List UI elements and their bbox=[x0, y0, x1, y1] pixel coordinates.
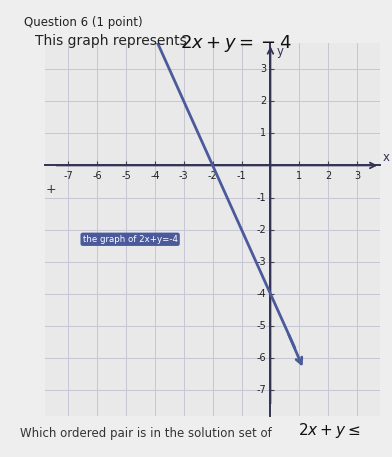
Text: -7: -7 bbox=[256, 385, 266, 395]
Text: -5: -5 bbox=[121, 171, 131, 181]
Text: -2: -2 bbox=[256, 225, 266, 234]
Text: the graph of 2x+y=-4: the graph of 2x+y=-4 bbox=[83, 235, 178, 244]
Text: Question 6 (1 point): Question 6 (1 point) bbox=[24, 16, 142, 29]
Text: $2x + y \leq$: $2x + y \leq$ bbox=[298, 420, 361, 440]
Text: Which ordered pair is in the solution set of: Which ordered pair is in the solution se… bbox=[20, 427, 275, 440]
Text: -1: -1 bbox=[256, 192, 266, 202]
Text: x: x bbox=[383, 151, 390, 164]
Text: $2x + y = -4$: $2x + y = -4$ bbox=[180, 33, 292, 54]
Text: This graph represents: This graph represents bbox=[35, 34, 191, 48]
Text: -7: -7 bbox=[64, 171, 73, 181]
Text: y: y bbox=[276, 45, 283, 58]
Text: 3: 3 bbox=[260, 64, 266, 74]
Text: 2: 2 bbox=[325, 171, 331, 181]
Text: 3: 3 bbox=[354, 171, 360, 181]
Text: -4: -4 bbox=[256, 289, 266, 299]
Text: -6: -6 bbox=[256, 353, 266, 363]
Text: -3: -3 bbox=[179, 171, 189, 181]
Text: +: + bbox=[45, 183, 56, 196]
Text: -2: -2 bbox=[208, 171, 218, 181]
Text: -4: -4 bbox=[150, 171, 160, 181]
Text: -1: -1 bbox=[237, 171, 246, 181]
Text: -3: -3 bbox=[256, 257, 266, 267]
Text: 1: 1 bbox=[296, 171, 302, 181]
Text: -5: -5 bbox=[256, 321, 266, 331]
Text: 1: 1 bbox=[260, 128, 266, 138]
Text: 2: 2 bbox=[260, 96, 266, 106]
Text: -6: -6 bbox=[92, 171, 102, 181]
